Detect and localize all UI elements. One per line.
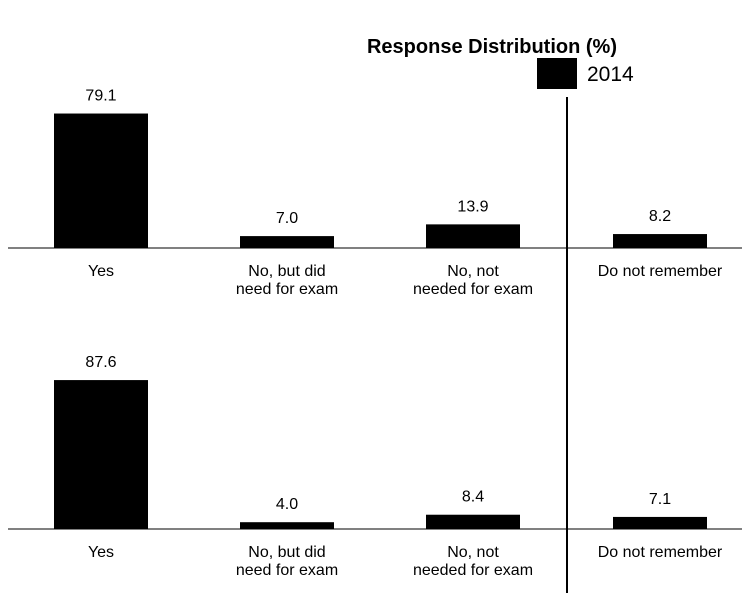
bar-panel-2-1	[54, 380, 148, 529]
bar-panel-1-2	[240, 236, 334, 248]
bar-panel-2-4	[613, 516, 707, 529]
category-label-panel-1-4: Do not remember	[598, 263, 723, 280]
category-label-panel-1-2-line-1: No, but did	[248, 263, 325, 280]
category-label-panel-1-1: Yes	[88, 263, 114, 280]
category-label-panel-2-1: Yes	[88, 544, 114, 561]
category-label-panel-1-3-line-1: No, not	[447, 263, 499, 280]
bar-panel-1-1	[54, 113, 148, 248]
bar-panel-2-2	[240, 522, 334, 529]
category-label-panel-2-3-line-1: No, not	[447, 544, 499, 561]
bar-panel-1-3	[426, 224, 520, 248]
data-label-panel-1-3: 13.9	[457, 198, 488, 215]
data-label-panel-2-2: 4.0	[276, 496, 298, 513]
category-label-panel-1-2-line-2: need for exam	[236, 281, 338, 298]
data-label-panel-1-4: 8.2	[649, 208, 671, 225]
category-label-panel-2-3-line-2: needed for exam	[413, 562, 533, 579]
category-label-panel-2-4: Do not remember	[598, 544, 723, 561]
data-label-panel-2-4: 7.1	[649, 491, 671, 508]
category-label-panel-1-3-line-2: needed for exam	[413, 281, 533, 298]
legend-swatch-2014	[537, 58, 577, 89]
data-label-panel-1-2: 7.0	[276, 210, 298, 227]
bar-panel-1-4	[613, 234, 707, 248]
legend-label-2014: 2014	[587, 63, 634, 86]
data-label-panel-2-3: 8.4	[462, 489, 484, 506]
category-label-panel-2-2-line-1: No, but did	[248, 544, 325, 561]
chart-title: Response Distribution (%)	[367, 36, 617, 58]
data-label-panel-2-1: 87.6	[85, 354, 116, 371]
bar-panel-2-3	[426, 514, 520, 529]
data-label-panel-1-1: 79.1	[85, 88, 116, 105]
category-label-panel-2-2-line-2: need for exam	[236, 562, 338, 579]
